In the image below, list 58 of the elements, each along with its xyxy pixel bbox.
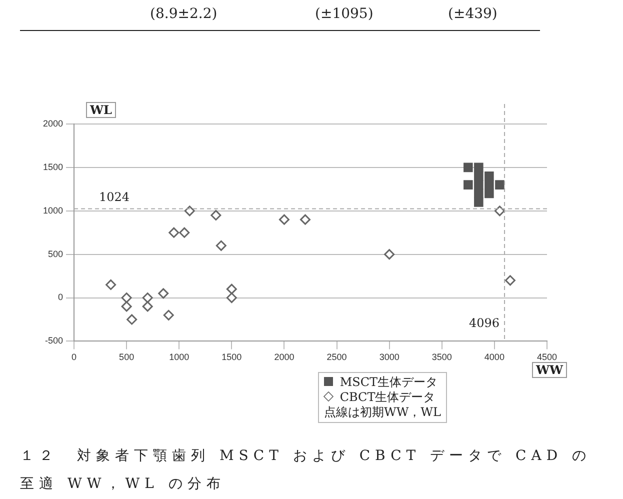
legend-label: CBCT生体データ	[338, 390, 436, 405]
point	[106, 279, 116, 290]
x-tick-label: 3500	[432, 352, 452, 362]
point	[121, 301, 132, 312]
x-tick-label: 3000	[379, 352, 400, 362]
point	[484, 188, 494, 198]
y-tick-label: 1500	[42, 162, 64, 172]
ref-line-label: 1024	[99, 190, 130, 204]
y-tick-label: -500	[45, 336, 64, 346]
x-tick-label: 4500	[536, 352, 558, 362]
point	[464, 162, 473, 172]
point	[121, 292, 132, 304]
point	[226, 284, 237, 294]
x-tick-label: 4000	[484, 352, 504, 362]
point	[300, 214, 310, 225]
text: 点線は初期WW，WL	[324, 405, 441, 420]
point	[495, 180, 504, 190]
point	[184, 206, 195, 216]
point	[158, 288, 169, 299]
point	[474, 198, 484, 207]
text: (±439)	[448, 6, 498, 22]
y-axis-title: WL	[86, 102, 116, 118]
point	[179, 227, 190, 238]
x-tick-label: 2000	[274, 352, 294, 362]
point	[142, 292, 153, 304]
point	[210, 210, 222, 220]
point	[504, 275, 516, 286]
point	[494, 206, 505, 216]
point	[278, 214, 290, 225]
x-tick-label: 500	[119, 352, 134, 362]
x-tick-label: 1000	[169, 352, 190, 362]
x-axis-title: WW	[532, 362, 567, 378]
x-tick-label: 2500	[326, 352, 347, 362]
text: １２ 対象者下顎歯列 MSCT および CBCT データで CAD の至適 WW，WL の分布	[20, 447, 592, 494]
y-tick-label: 1000	[42, 205, 64, 216]
point	[484, 171, 494, 181]
point	[474, 180, 484, 190]
y-tick-label: 2000	[42, 118, 64, 128]
y-tick-label: 500	[48, 248, 64, 259]
x-tick-label: 1500	[222, 352, 242, 362]
point	[126, 314, 138, 325]
point	[168, 227, 180, 238]
point	[216, 240, 226, 251]
point	[163, 310, 174, 320]
point	[474, 188, 484, 198]
x-tick-label: 0	[72, 352, 77, 362]
text: (8.9±2.2)	[150, 6, 218, 22]
point	[474, 171, 484, 181]
point	[464, 180, 473, 190]
point	[226, 292, 237, 304]
point	[384, 249, 395, 260]
y-tick-label: 0	[58, 292, 64, 302]
point	[142, 301, 153, 312]
point	[474, 162, 484, 172]
point	[484, 180, 494, 190]
ref-line-label: 4096	[468, 316, 500, 330]
legend-label: MSCT生体データ	[338, 375, 439, 390]
text: (±1095)	[315, 6, 374, 22]
